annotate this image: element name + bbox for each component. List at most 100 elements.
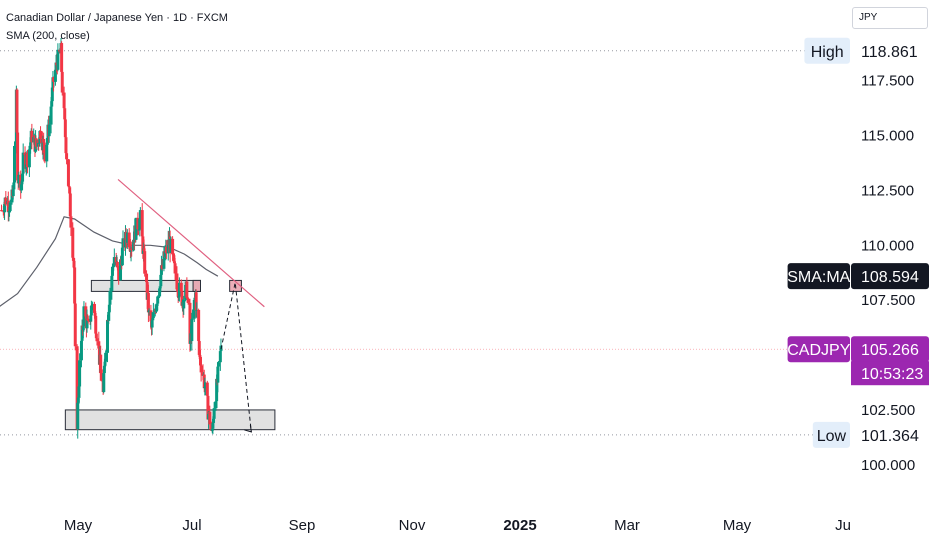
countdown-bg bbox=[851, 361, 929, 386]
candle-body bbox=[215, 378, 219, 402]
candle-body bbox=[155, 303, 159, 306]
zone-box bbox=[64, 409, 276, 431]
candle-body bbox=[76, 397, 80, 403]
chart-title: Canadian Dollar / Japanese Yen · 1D · FX… bbox=[6, 12, 228, 24]
candle-body bbox=[102, 365, 106, 374]
candle-body bbox=[94, 333, 98, 339]
candle-body bbox=[108, 290, 112, 305]
candle-body bbox=[199, 365, 203, 373]
candle-body bbox=[60, 43, 64, 72]
candle-body bbox=[120, 247, 124, 266]
candle-body bbox=[21, 152, 25, 174]
time-tick-label: Jul bbox=[182, 517, 201, 534]
candle-body bbox=[145, 273, 149, 283]
candle-body bbox=[138, 218, 142, 230]
candle-body bbox=[15, 89, 19, 133]
candle-body bbox=[188, 302, 192, 344]
candle-body bbox=[27, 149, 31, 168]
candle-body bbox=[107, 304, 111, 312]
candle-body bbox=[95, 338, 99, 342]
candle-body bbox=[103, 361, 107, 366]
candle-body bbox=[63, 108, 67, 120]
trendline bbox=[117, 179, 265, 308]
candle-body bbox=[127, 232, 131, 248]
candle-body bbox=[112, 257, 116, 266]
candle-body bbox=[197, 341, 201, 355]
candle-body bbox=[201, 372, 205, 376]
candle-body bbox=[195, 309, 199, 311]
candle-body bbox=[93, 312, 97, 316]
sma-label-value-text: 108.594 bbox=[861, 269, 919, 286]
candle-body bbox=[99, 354, 103, 370]
candle-body bbox=[138, 210, 142, 219]
candle-body bbox=[150, 320, 154, 328]
price-axis-layer: 117.500 115.000 112.500 110.000 107.500 102.5… bbox=[861, 73, 915, 474]
candle-body bbox=[208, 411, 212, 425]
candle-body bbox=[172, 255, 176, 262]
candle-body bbox=[137, 229, 141, 231]
candle-body bbox=[210, 428, 214, 431]
candle-body bbox=[69, 216, 73, 228]
candle-body bbox=[12, 182, 16, 190]
candle-body bbox=[26, 153, 30, 168]
candle-body bbox=[149, 310, 153, 322]
candle-body bbox=[76, 402, 80, 430]
candle-body bbox=[203, 382, 207, 388]
candle-body bbox=[17, 174, 21, 184]
candle-body bbox=[171, 254, 175, 256]
candle-body bbox=[13, 145, 16, 183]
currency-button[interactable]: JPY bbox=[852, 7, 928, 29]
candle-body bbox=[171, 238, 175, 255]
candle-body bbox=[77, 386, 81, 398]
sma-layer bbox=[0, 216, 219, 307]
candle-body bbox=[185, 297, 189, 299]
candle-body bbox=[192, 299, 196, 319]
candle-body bbox=[51, 77, 55, 88]
candle-body bbox=[151, 312, 155, 319]
candle-body bbox=[128, 247, 132, 249]
price-tick-label: 117.500 bbox=[861, 73, 914, 90]
candle-body bbox=[97, 341, 101, 349]
time-tick-label: Nov bbox=[399, 517, 426, 534]
indicator-legend[interactable]: SMA (200, close) bbox=[6, 30, 90, 42]
price-tick-label: 107.500 bbox=[861, 292, 915, 309]
last-label: CADJPY 105.266 bbox=[787, 336, 929, 363]
candle-body bbox=[110, 266, 114, 276]
candle-body bbox=[198, 354, 202, 357]
candle-body bbox=[162, 251, 166, 269]
candle-body bbox=[8, 210, 12, 212]
sma-label: SMA:MA 108.594 bbox=[787, 263, 929, 290]
candle-body bbox=[130, 248, 134, 251]
candle-body bbox=[66, 159, 70, 186]
candle-body bbox=[136, 217, 140, 230]
candle-body bbox=[89, 306, 93, 316]
high-label-tag-bg bbox=[804, 37, 850, 64]
candle-body bbox=[145, 282, 149, 300]
candle-body bbox=[214, 401, 218, 409]
price-tick-label: 100.000 bbox=[861, 457, 915, 474]
candle-body bbox=[78, 360, 82, 387]
last-label-tag-bg bbox=[787, 336, 850, 363]
candle-body bbox=[154, 305, 158, 312]
candle-body bbox=[142, 248, 146, 252]
candle-body bbox=[134, 217, 138, 240]
candle-body bbox=[216, 362, 220, 367]
candle-body bbox=[197, 309, 201, 342]
candle-body bbox=[106, 319, 109, 353]
candle-body bbox=[186, 298, 190, 303]
low-label-tag-bg bbox=[812, 421, 850, 448]
candle-body bbox=[19, 184, 23, 191]
candle-body bbox=[143, 251, 147, 274]
time-axis-layer: May Jul Sep Nov 2025 Mar May Ju bbox=[64, 517, 851, 534]
candle-body bbox=[71, 227, 75, 258]
projection-arrowhead bbox=[244, 424, 252, 433]
high-label-tag-text: High bbox=[811, 44, 844, 61]
candle-body bbox=[90, 304, 94, 307]
price-tick-label: 102.500 bbox=[861, 402, 915, 419]
grid-layer bbox=[0, 50, 850, 436]
high-label: High 118.861 bbox=[804, 37, 929, 64]
low-label-value-text: 101.364 bbox=[861, 428, 919, 445]
candle-body bbox=[53, 69, 57, 82]
candle-body bbox=[73, 267, 77, 304]
